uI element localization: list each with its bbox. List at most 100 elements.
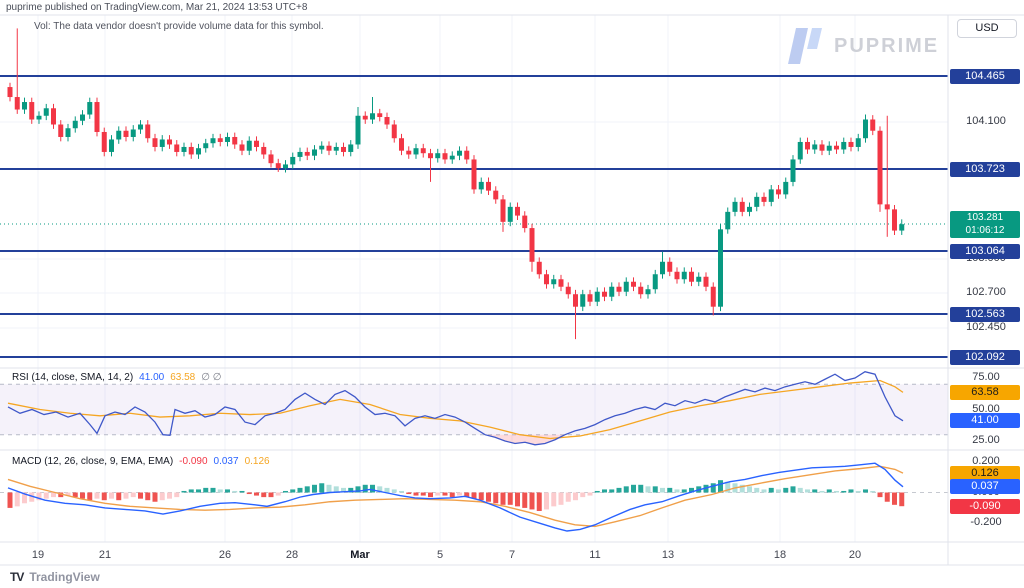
macd-histogram-bar	[101, 492, 107, 501]
candle-body	[623, 281, 629, 292]
macd-signal-value: 0.126	[244, 456, 270, 467]
candle-body	[312, 149, 317, 156]
candle-body	[812, 144, 818, 150]
candle-body	[181, 146, 187, 152]
macd-legend[interactable]: MACD (12, 26, close, 9, EMA, EMA) -0.090 0…	[12, 456, 270, 467]
rsi-value-badge[interactable]: 63.58	[950, 384, 1020, 400]
macd-histogram-bar	[196, 489, 201, 493]
time-axis-label[interactable]: 20	[848, 549, 862, 561]
candle-body	[522, 215, 528, 229]
candle-body	[863, 119, 868, 139]
candle-body	[645, 289, 651, 295]
time-axis-label[interactable]: 7	[508, 549, 516, 561]
time-axis-label[interactable]: 13	[661, 549, 675, 561]
current-price-badge[interactable]: 103.281 01:06:12	[950, 211, 1020, 238]
macd-histogram-bar	[674, 489, 680, 493]
macd-histogram-bar	[51, 492, 56, 498]
usd-currency-button[interactable]: USD	[957, 19, 1017, 38]
macd-histogram-bar	[776, 489, 781, 493]
macd-histogram-bar	[783, 487, 789, 493]
candle-body	[268, 154, 274, 164]
candle-body	[855, 138, 861, 147]
macd-histogram-bar	[725, 481, 731, 493]
macd-histogram-bar	[609, 489, 615, 493]
macd-histogram-bar	[500, 492, 506, 505]
tradingview-logo-icon[interactable]: TV	[10, 570, 24, 584]
candle-body	[689, 271, 694, 282]
price-line-badge[interactable]: 103.723	[950, 161, 1020, 177]
price-line-badge[interactable]: 102.563	[950, 306, 1020, 322]
rsi-legend[interactable]: RSI (14, close, SMA, 14, 2) 41.00 63.58 ∅ ∅	[12, 372, 221, 383]
time-axis-label[interactable]: 26	[218, 549, 232, 561]
candle-body	[609, 286, 615, 297]
candle-body	[7, 87, 13, 98]
candle-body	[428, 153, 433, 159]
macd-legend-title: MACD (12, 26, close, 9, EMA, EMA)	[12, 456, 174, 467]
candle-body	[754, 196, 760, 207]
macd-histogram-bar	[884, 492, 890, 502]
macd-histogram-bar	[892, 492, 897, 505]
candle-body	[94, 102, 100, 132]
macd-histogram-bar	[855, 490, 861, 493]
rsi-extra-values: ∅ ∅	[201, 372, 222, 383]
price-line-badge[interactable]: 103.064	[950, 243, 1020, 259]
rsi-scale-label: 25.00	[972, 434, 1000, 446]
time-axis-label[interactable]: 19	[31, 549, 45, 561]
candle-body	[101, 131, 107, 152]
rsi-value-badge[interactable]: 41.00	[950, 413, 1020, 429]
time-axis-label[interactable]: 28	[285, 549, 299, 561]
macd-histogram-bar	[754, 487, 760, 493]
macd-value-badge[interactable]: 0.037	[950, 479, 1020, 495]
macd-histogram-bar	[536, 492, 542, 511]
puprime-watermark-text: PUPRIME	[834, 34, 940, 57]
macd-histogram-bar	[283, 490, 288, 493]
candle-body	[377, 113, 383, 118]
macd-histogram-bar	[203, 487, 209, 493]
time-axis-label[interactable]: 21	[98, 549, 112, 561]
macd-histogram-bar	[36, 492, 42, 501]
macd-histogram-bar	[188, 489, 194, 493]
macd-value-badge[interactable]: -0.090	[950, 498, 1020, 514]
macd-histogram-bar	[797, 487, 803, 493]
candle-body	[486, 181, 491, 191]
candle-body	[819, 144, 825, 151]
candle-body	[319, 145, 325, 150]
candle-body	[681, 271, 687, 280]
macd-histogram-bar	[384, 487, 390, 493]
macd-histogram-bar	[457, 492, 462, 496]
candle-body	[348, 144, 354, 152]
macd-histogram-bar	[790, 486, 796, 493]
macd-histogram-bar	[174, 492, 180, 498]
macd-value-badge[interactable]: 0.126	[950, 465, 1020, 481]
rsi-sma-value: 63.58	[170, 372, 196, 383]
candle-body	[573, 294, 578, 307]
candle-body	[138, 124, 143, 130]
candle-body	[826, 145, 832, 151]
candle-body	[616, 286, 622, 292]
macd-histogram-bar	[478, 492, 484, 501]
candle-body	[841, 141, 847, 150]
tradingview-brand[interactable]: TradingView	[29, 570, 100, 584]
macd-histogram-bar	[210, 487, 216, 493]
candle-body	[725, 211, 731, 230]
time-axis-label[interactable]: 11	[589, 549, 601, 561]
candle-body	[457, 150, 462, 156]
macd-histogram-bar	[319, 483, 325, 493]
price-line-badge[interactable]: 102.092	[950, 349, 1020, 365]
candle-body	[848, 141, 854, 147]
time-axis-label[interactable]: Mar	[350, 549, 370, 561]
macd-histogram-bar	[65, 492, 71, 496]
time-axis-label[interactable]: 5	[436, 549, 444, 561]
candle-body	[471, 159, 477, 190]
macd-histogram-bar	[681, 489, 687, 493]
candle-body	[544, 274, 549, 285]
candle-body	[652, 274, 658, 290]
price-line-badge[interactable]: 104.465	[950, 68, 1020, 84]
time-axis-label[interactable]: 18	[773, 549, 787, 561]
macd-histogram-bar	[58, 492, 64, 498]
macd-histogram-bar	[623, 486, 629, 493]
price-scale-label: 104.100	[966, 115, 1006, 127]
macd-histogram-bar	[863, 489, 868, 493]
candle-body	[493, 190, 499, 200]
